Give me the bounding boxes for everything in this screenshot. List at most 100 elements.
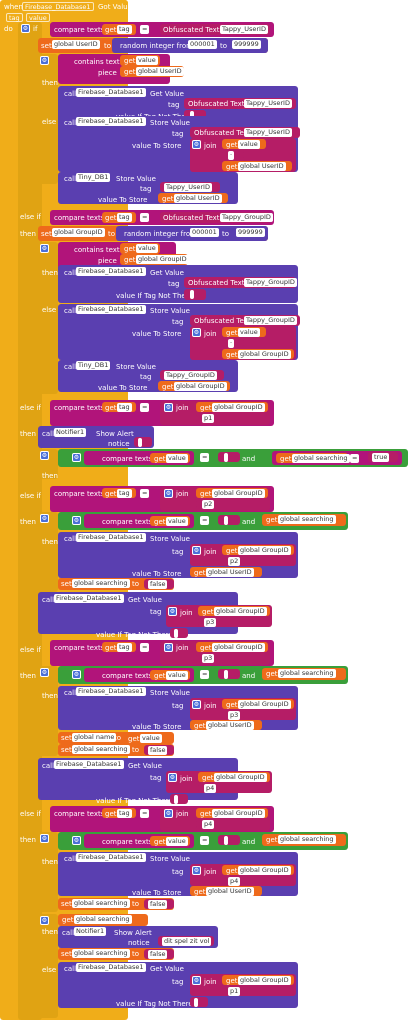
var-groupid[interactable]: global GroupID	[238, 976, 291, 985]
op-dropdown[interactable]: =	[140, 489, 150, 498]
var-searching[interactable]: global searching	[72, 745, 130, 754]
mutator-gear-icon[interactable]: ⚙	[72, 453, 81, 462]
var-searching[interactable]: global searching	[278, 669, 336, 678]
var-tag[interactable]: tag	[117, 489, 132, 498]
obf-text[interactable]	[160, 24, 270, 35]
from-field[interactable]: 000001	[190, 228, 219, 237]
fb-component[interactable]: Firebase_Database1	[76, 305, 146, 314]
mutator-gear-icon[interactable]: ⚙	[72, 516, 81, 525]
p-string[interactable]: p2	[228, 557, 241, 566]
obf-text[interactable]	[160, 212, 270, 223]
to-field[interactable]: 999999	[232, 40, 261, 49]
var-searching[interactable]: global searching	[74, 915, 132, 924]
fb-component[interactable]: Firebase_Database1	[76, 963, 146, 972]
mutator-gear-icon[interactable]: ⚙	[192, 700, 201, 709]
mutator-gear-icon[interactable]: ⚙	[192, 976, 201, 985]
op-dropdown[interactable]: =	[200, 670, 210, 679]
obf-string[interactable]: Tappy_UserID	[244, 128, 292, 137]
text-empty[interactable]	[218, 515, 240, 525]
mutator-gear-icon[interactable]: ⚙	[192, 866, 201, 875]
mutator-gear-icon[interactable]: ⚙	[168, 773, 177, 782]
op-dropdown[interactable]: =	[140, 643, 150, 652]
op-dropdown[interactable]: =	[200, 836, 210, 845]
var-dropdown[interactable]: global GroupID	[52, 228, 105, 237]
op-dropdown[interactable]: =	[140, 403, 150, 412]
p-string[interactable]: p4	[202, 820, 215, 829]
empty-string[interactable]	[224, 670, 228, 679]
var-tag[interactable]: tag	[117, 643, 132, 652]
empty-string[interactable]	[174, 629, 178, 638]
mutator-gear-icon[interactable]: ⚙	[164, 809, 173, 818]
var-groupid[interactable]: global GroupID	[212, 489, 265, 498]
text-empty[interactable]	[184, 110, 206, 121]
mutator-gear-icon[interactable]: ⚙	[40, 244, 49, 253]
dot-string[interactable]: ·	[228, 339, 235, 348]
mutator-gear-icon[interactable]: ⚙	[192, 140, 201, 149]
mutator-gear-icon[interactable]: ⚙	[21, 24, 30, 33]
var-value[interactable]: value	[166, 454, 188, 463]
to-field[interactable]: 999999	[236, 228, 265, 237]
op-dropdown[interactable]: =	[140, 25, 150, 34]
var-dropdown[interactable]: global UserID	[52, 40, 100, 49]
text-empty[interactable]	[218, 835, 240, 845]
mutator-gear-icon[interactable]: ⚙	[40, 56, 49, 65]
fb-component[interactable]: Firebase_Database1	[54, 760, 124, 769]
var-value[interactable]: value	[140, 734, 162, 743]
false-string[interactable]: false	[148, 950, 168, 959]
var-groupid[interactable]: global GroupID	[238, 350, 291, 359]
var-value[interactable]: value	[136, 56, 158, 65]
p-string[interactable]: p4	[204, 784, 217, 793]
mutator-gear-icon[interactable]: ⚙	[164, 489, 173, 498]
obf-string[interactable]: Tappy_UserID	[244, 99, 292, 108]
var-userid[interactable]: global UserID	[206, 721, 254, 730]
obf-text[interactable]	[184, 98, 296, 109]
mutator-gear-icon[interactable]: ⚙	[72, 836, 81, 845]
var-value[interactable]: value	[166, 837, 188, 846]
mutator-gear-icon[interactable]: ⚙	[164, 403, 173, 412]
mutator-gear-icon[interactable]: ⚙	[40, 668, 49, 677]
var-userid[interactable]: global UserID	[238, 162, 286, 171]
empty-string[interactable]	[174, 795, 178, 804]
inner-if[interactable]	[38, 242, 58, 394]
var-tag[interactable]: tag	[117, 25, 132, 34]
op-dropdown[interactable]: =	[140, 213, 150, 222]
mutator-gear-icon[interactable]: ⚙	[40, 451, 49, 460]
mutator-gear-icon[interactable]: ⚙	[40, 834, 49, 843]
var-value[interactable]: value	[238, 140, 260, 149]
p-string[interactable]: p1	[228, 987, 241, 996]
empty-string[interactable]	[194, 998, 198, 1007]
empty-string[interactable]	[190, 290, 194, 299]
notifier-component[interactable]: Notifier1	[74, 927, 107, 936]
mutator-gear-icon[interactable]: ⚙	[40, 514, 49, 523]
text-empty[interactable]	[170, 628, 188, 638]
msg-string[interactable]: dit spel zit vol	[162, 937, 212, 946]
tag-string[interactable]: Tappy_UserID	[164, 183, 212, 192]
mutator-gear-icon[interactable]: ⚙	[72, 670, 81, 679]
obf-string[interactable]: Tappy_GroupID	[244, 278, 297, 287]
empty-string[interactable]	[224, 836, 228, 845]
mutator-gear-icon[interactable]: ⚙	[164, 643, 173, 652]
var-searching[interactable]: global searching	[72, 949, 130, 958]
obf-text[interactable]	[184, 277, 296, 288]
empty-string[interactable]	[190, 111, 194, 120]
inner-if[interactable]	[38, 832, 58, 912]
dot-string[interactable]: ·	[228, 151, 235, 160]
var-groupid[interactable]: global GroupID	[212, 809, 265, 818]
obf-string[interactable]: Tappy_UserID	[220, 25, 268, 34]
op-dropdown[interactable]: =	[140, 809, 150, 818]
false-string[interactable]: false	[148, 900, 168, 909]
false-string[interactable]: false	[148, 746, 168, 755]
var-searching[interactable]: global searching	[278, 515, 336, 524]
param-value[interactable]: value	[26, 13, 50, 22]
text-empty[interactable]	[190, 997, 208, 1007]
false-string[interactable]: false	[148, 580, 168, 589]
obf-string[interactable]: Tappy_GroupID	[244, 316, 297, 325]
op-dropdown[interactable]: =	[350, 454, 360, 463]
true-string[interactable]: true	[372, 453, 390, 462]
var-userid[interactable]: global UserID	[206, 887, 254, 896]
var-value[interactable]: value	[238, 328, 260, 337]
param-tag[interactable]: tag	[6, 13, 23, 22]
var-searching[interactable]: global searching	[72, 899, 130, 908]
fb-component[interactable]: Firebase_Database1	[76, 117, 146, 126]
fb-component[interactable]: Firebase_Database1	[76, 687, 146, 696]
